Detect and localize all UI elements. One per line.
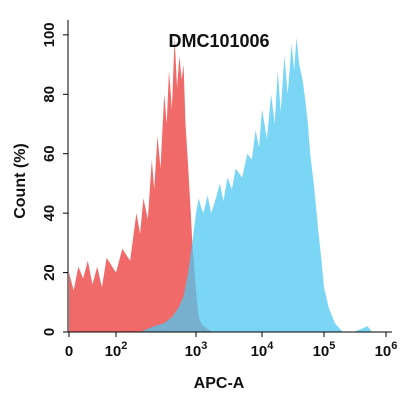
x-tick-exponent: 6 — [391, 340, 397, 352]
series-layer — [69, 37, 377, 333]
y-tick-label: 60 — [41, 145, 58, 162]
x-tick-label: 103 — [185, 340, 208, 360]
y-tick-label: 40 — [41, 205, 58, 222]
x-tick-label: 106 — [375, 340, 398, 360]
histogram-area-1 — [69, 37, 216, 333]
x-tick-base: 10 — [313, 343, 330, 360]
y-tick-label: 20 — [41, 264, 58, 281]
chart-title: DMC101006 — [168, 31, 269, 51]
x-tick-exponent: 2 — [121, 340, 127, 352]
y-tick-labels: 0 20 40 60 80 100 — [41, 22, 58, 336]
x-tick-label: 0 — [65, 343, 73, 360]
histogram-area-2 — [140, 37, 377, 333]
x-tick-base: 10 — [375, 343, 392, 360]
x-tick-base: 10 — [105, 343, 122, 360]
x-tick-label: 104 — [251, 340, 275, 360]
x-tick-exponent: 3 — [201, 340, 207, 352]
x-tick-exponent: 4 — [267, 340, 274, 352]
x-tick-label: 102 — [105, 340, 128, 360]
x-tick-label: 105 — [313, 340, 336, 360]
x-tick-base: 10 — [185, 343, 202, 360]
y-tick-label: 0 — [41, 328, 58, 336]
y-tick-label: 100 — [41, 22, 58, 47]
x-axis-title: APC-A — [194, 375, 245, 392]
x-tick-exponent: 5 — [329, 340, 335, 352]
x-tick-base: 0 — [65, 343, 73, 360]
x-tick-labels: 0 102 103 104 105 106 — [65, 340, 398, 360]
y-axis-title: Count (%) — [12, 143, 29, 219]
y-tick-label: 80 — [41, 86, 58, 103]
axes-layer — [63, 20, 392, 337]
x-tick-base: 10 — [251, 343, 268, 360]
